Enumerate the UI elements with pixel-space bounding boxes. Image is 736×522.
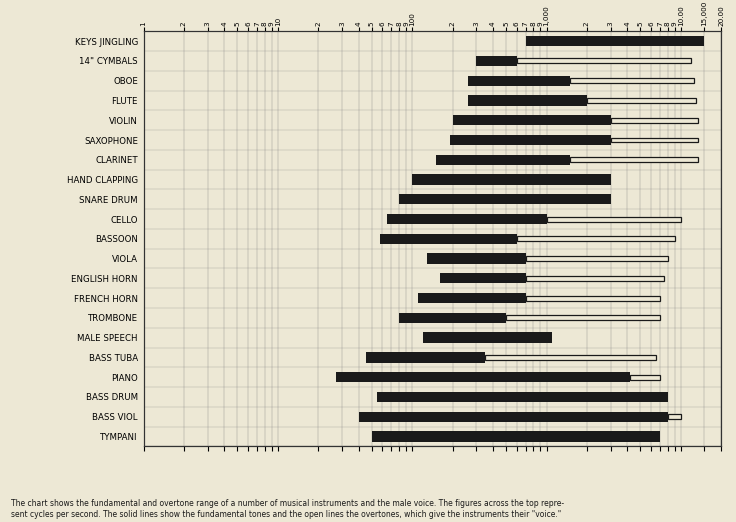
Bar [336, 372, 630, 382]
Bar [485, 355, 656, 360]
Bar [517, 236, 675, 241]
Bar [418, 293, 526, 303]
Bar [468, 76, 570, 86]
Bar [366, 352, 485, 362]
Bar [450, 135, 611, 145]
Bar [453, 115, 611, 125]
Bar [517, 58, 692, 64]
Bar [399, 313, 506, 323]
Bar [630, 375, 660, 379]
Bar [378, 392, 668, 402]
Bar [412, 174, 611, 185]
Bar [506, 315, 660, 321]
Bar [611, 137, 698, 143]
Bar [372, 431, 660, 442]
Bar [526, 256, 668, 261]
Bar [439, 273, 526, 283]
Bar [570, 78, 694, 83]
Bar [526, 36, 704, 46]
Bar [399, 194, 611, 205]
Bar [468, 96, 587, 105]
Bar [611, 118, 698, 123]
Bar [547, 217, 681, 221]
Bar [668, 414, 681, 419]
Bar [428, 254, 526, 264]
Bar [381, 234, 517, 244]
Bar [476, 56, 517, 66]
Bar [526, 295, 660, 301]
Bar [387, 214, 547, 224]
Bar [587, 98, 696, 103]
Bar [526, 276, 664, 281]
Bar [358, 411, 668, 422]
Text: The chart shows the fundamental and overtone range of a number of musical instru: The chart shows the fundamental and over… [11, 499, 565, 519]
Bar [436, 155, 570, 165]
Bar [570, 157, 698, 162]
Bar [422, 333, 552, 343]
